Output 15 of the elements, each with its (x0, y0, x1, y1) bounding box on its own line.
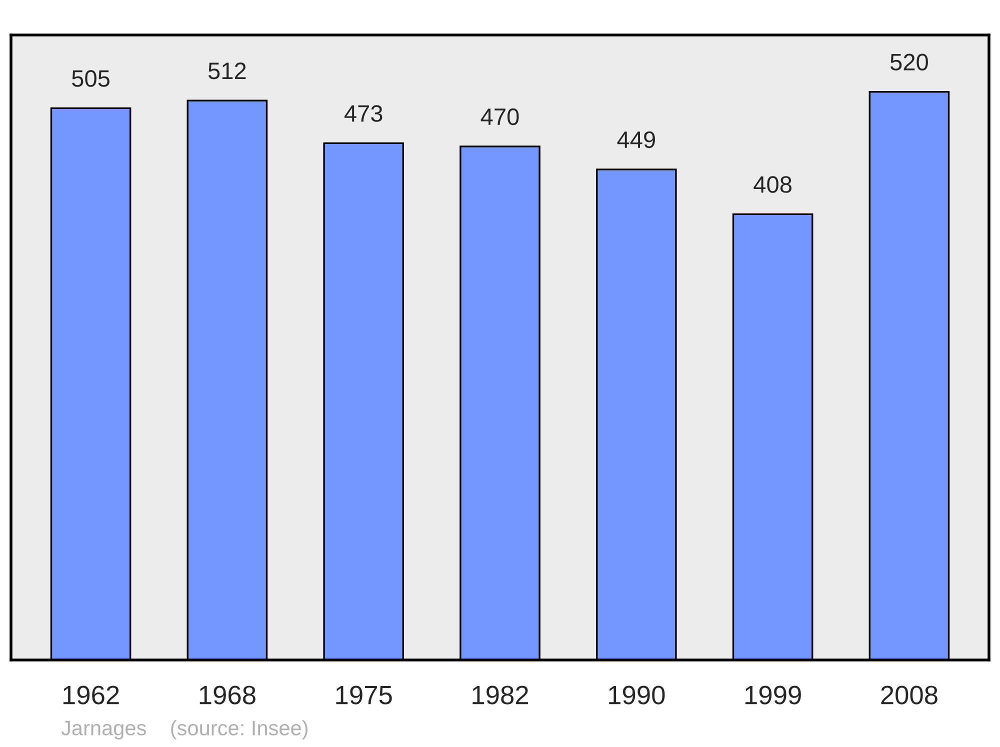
data-label: 449 (617, 131, 655, 148)
x-tick-label: 1990 (609, 686, 665, 704)
x-tick-label: 1999 (745, 686, 801, 704)
data-label: 520 (890, 54, 928, 70)
data-label: 470 (480, 108, 519, 126)
x-tick-label: 1962 (63, 686, 119, 704)
data-label: 473 (344, 105, 382, 122)
data-label: 512 (208, 62, 246, 80)
x-tick-label: 1968 (200, 686, 256, 704)
x-tick-label: 1975 (336, 686, 392, 704)
data-label: 505 (72, 70, 110, 87)
text: Jarnages (source: Insee) (61, 720, 308, 740)
data-label: 408 (754, 176, 792, 193)
x-tick-label: 1982 (472, 686, 528, 704)
x-tick-label: 2008 (881, 686, 938, 704)
